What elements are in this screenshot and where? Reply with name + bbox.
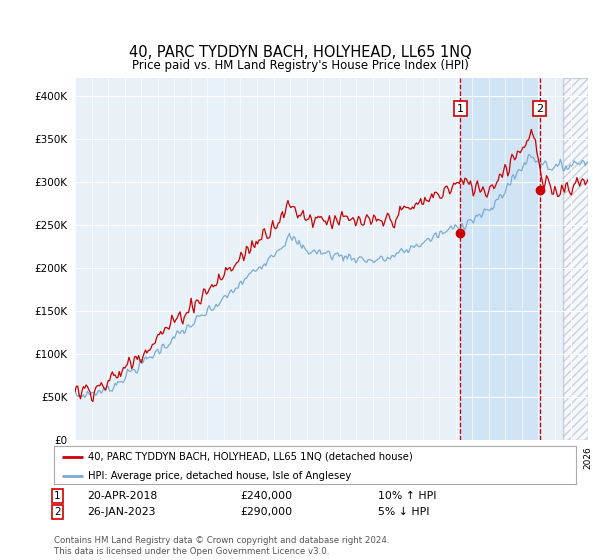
Bar [563,78,588,440]
Text: £240,000: £240,000 [240,491,292,501]
Text: 2: 2 [54,507,61,517]
Text: 5% ↓ HPI: 5% ↓ HPI [378,507,430,517]
Text: £290,000: £290,000 [240,507,292,517]
Text: 10% ↑ HPI: 10% ↑ HPI [378,491,437,501]
Text: 2: 2 [536,104,543,114]
Text: 1: 1 [457,104,464,114]
Text: 26-JAN-2023: 26-JAN-2023 [87,507,155,517]
Bar [563,78,588,440]
Text: 40, PARC TYDDYN BACH, HOLYHEAD, LL65 1NQ: 40, PARC TYDDYN BACH, HOLYHEAD, LL65 1NQ [128,45,472,60]
Text: Price paid vs. HM Land Registry's House Price Index (HPI): Price paid vs. HM Land Registry's House … [131,59,469,72]
Bar [460,78,539,440]
Text: Contains HM Land Registry data © Crown copyright and database right 2024.
This d: Contains HM Land Registry data © Crown c… [54,536,389,556]
Text: 40, PARC TYDDYN BACH, HOLYHEAD, LL65 1NQ (detached house): 40, PARC TYDDYN BACH, HOLYHEAD, LL65 1NQ… [88,451,413,461]
Text: 20-APR-2018: 20-APR-2018 [87,491,157,501]
Text: 1: 1 [54,491,61,501]
Text: HPI: Average price, detached house, Isle of Anglesey: HPI: Average price, detached house, Isle… [88,471,351,481]
